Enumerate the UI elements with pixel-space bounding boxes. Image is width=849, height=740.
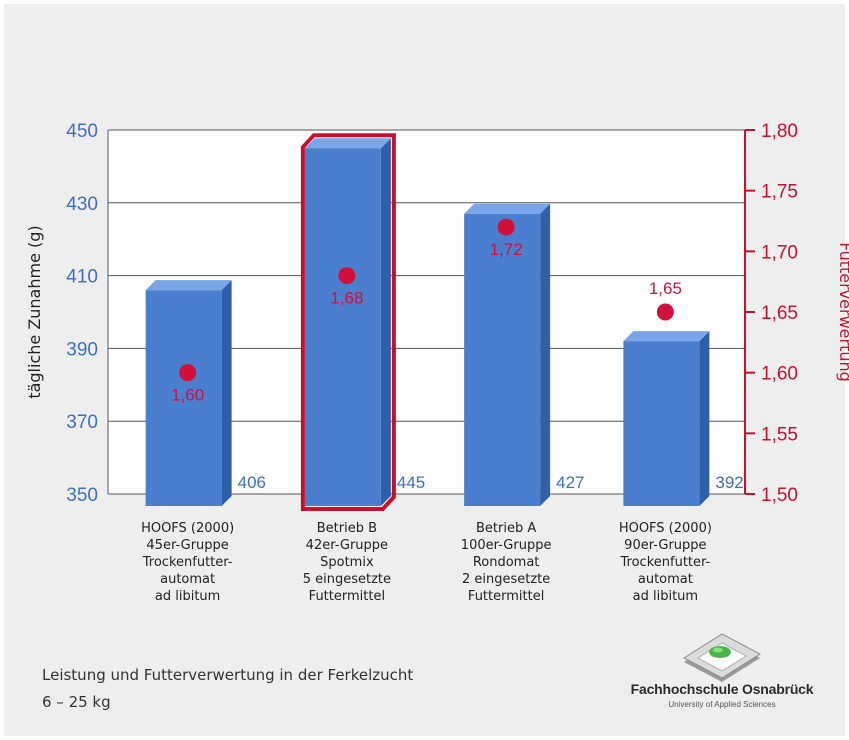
left-tick-label: 450 xyxy=(66,121,98,142)
category-label: 2 eingesetzte xyxy=(462,572,550,587)
bar-value-label: 427 xyxy=(556,473,584,492)
bar-value-label: 392 xyxy=(715,473,743,492)
left-tick-label: 350 xyxy=(66,485,98,506)
feed-conversion-label: 1,72 xyxy=(490,240,523,259)
category-label: 90er-Gruppe xyxy=(624,538,706,553)
category-label: Betrieb A xyxy=(476,521,536,536)
right-tick-label: 1,60 xyxy=(761,364,798,385)
bar-side xyxy=(380,138,391,506)
category-label: Trockenfutter- xyxy=(620,555,711,570)
right-tick-label: 1,50 xyxy=(761,485,798,506)
y-axis-title: tägliche Zunahme (g) xyxy=(25,225,44,398)
category-label: HOOFS (2000) xyxy=(141,521,234,536)
bar-top xyxy=(304,138,391,149)
feed-conversion-label: 1,60 xyxy=(171,386,204,405)
category-label: Spotmix xyxy=(320,555,374,570)
bar-side xyxy=(540,203,551,506)
feed-conversion-marker xyxy=(656,303,674,321)
fh-osnabrueck-logo-icon xyxy=(683,633,761,682)
right-tick-label: 1,55 xyxy=(761,424,798,445)
category-label: Futtermittel xyxy=(468,589,544,604)
category-label: automat xyxy=(638,572,693,587)
feed-conversion-label: 1,68 xyxy=(330,289,363,308)
bar-top xyxy=(464,203,551,214)
bar xyxy=(464,213,541,506)
caption-line-2: 6 – 25 kg xyxy=(42,693,111,711)
right-tick-label: 1,75 xyxy=(761,182,798,203)
feed-conversion-marker xyxy=(338,267,356,285)
logo-name: Fachhochschule Osnabrück xyxy=(630,681,814,697)
right-tick-label: 1,80 xyxy=(761,121,798,142)
category-label: automat xyxy=(160,572,215,587)
category-label: 100er-Gruppe xyxy=(461,538,552,553)
figure-caption: Leistung und Futterverwertung in der Fer… xyxy=(42,662,413,716)
y2-axis-title: Futterverwertung xyxy=(836,242,849,382)
right-tick-label: 1,65 xyxy=(761,303,798,324)
logo-subtitle: University of Applied Sciences xyxy=(668,700,776,709)
highlight-border xyxy=(300,133,396,511)
caption-line-1: Leistung und Futterverwertung in der Fer… xyxy=(42,666,414,684)
bar-value-label: 445 xyxy=(397,473,425,492)
bar-chart: 350 370 390 410 430 450 1,50 1,55 1,60 1,65 1,70 1,… xyxy=(25,121,849,604)
category-label: 5 eingesetzte xyxy=(303,572,391,587)
bar xyxy=(623,341,700,506)
category-label: 45er-Gruppe xyxy=(146,538,228,553)
bar-value-label: 406 xyxy=(238,473,266,492)
left-tick-label: 390 xyxy=(66,339,98,360)
category-label: Betrieb B xyxy=(317,521,377,536)
category-label: ad libitum xyxy=(633,589,698,604)
feed-conversion-marker xyxy=(179,364,197,382)
category-label: ad libitum xyxy=(155,589,220,604)
bar-top xyxy=(623,331,710,342)
left-tick-label: 410 xyxy=(66,267,98,288)
feed-conversion-label: 1,65 xyxy=(649,279,682,298)
bar-top xyxy=(145,280,232,291)
bar-side xyxy=(221,280,232,506)
category-label: Rondomat xyxy=(473,555,540,570)
category-label: Trockenfutter- xyxy=(142,555,233,570)
bar xyxy=(304,148,381,506)
category-label: HOOFS (2000) xyxy=(619,521,712,536)
fh-osnabrueck-logo: Fachhochschule Osnabrück University of A… xyxy=(612,630,832,720)
bar xyxy=(145,290,222,506)
bar-side xyxy=(699,331,710,506)
category-label: 42er-Gruppe xyxy=(306,538,388,553)
left-tick-label: 430 xyxy=(66,194,98,215)
left-tick-label: 370 xyxy=(66,412,98,433)
feed-conversion-marker xyxy=(497,218,515,236)
right-tick-label: 1,70 xyxy=(761,242,798,263)
category-label: Futtermittel xyxy=(309,589,385,604)
